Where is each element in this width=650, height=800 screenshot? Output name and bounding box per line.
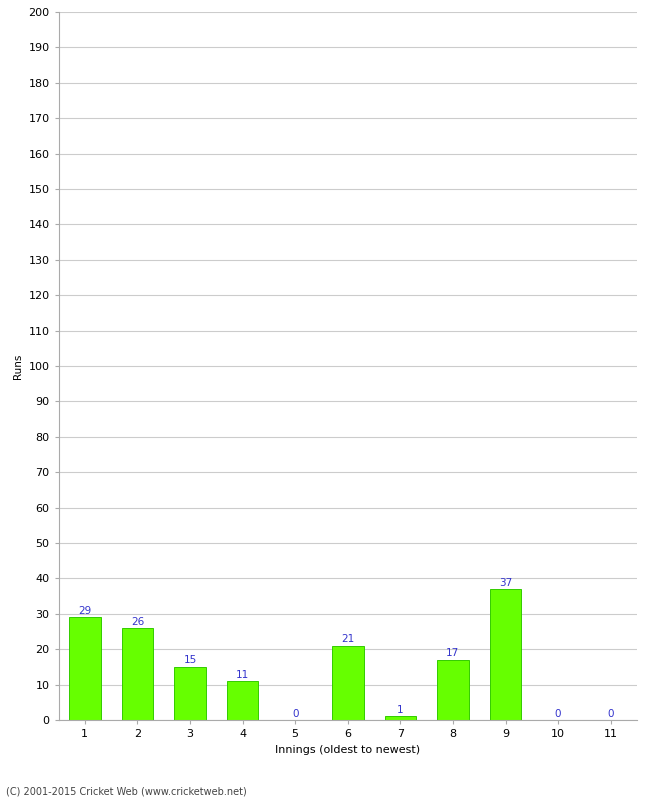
Text: 21: 21 [341,634,354,644]
Bar [489,589,521,720]
Bar [227,681,258,720]
Bar [332,646,363,720]
Text: 15: 15 [183,655,196,666]
Text: 37: 37 [499,578,512,588]
Text: 0: 0 [292,709,298,718]
Text: 11: 11 [236,670,249,680]
Text: 17: 17 [447,649,460,658]
Text: 0: 0 [608,709,614,718]
Text: 26: 26 [131,617,144,626]
Y-axis label: Runs: Runs [13,354,23,378]
Bar [385,717,416,720]
Text: 1: 1 [397,705,404,715]
Bar [69,618,101,720]
Text: 0: 0 [555,709,562,718]
Bar [122,628,153,720]
Bar [174,667,206,720]
Text: (C) 2001-2015 Cricket Web (www.cricketweb.net): (C) 2001-2015 Cricket Web (www.cricketwe… [6,786,247,796]
X-axis label: Innings (oldest to newest): Innings (oldest to newest) [275,745,421,754]
Bar [437,660,469,720]
Text: 29: 29 [78,606,92,616]
